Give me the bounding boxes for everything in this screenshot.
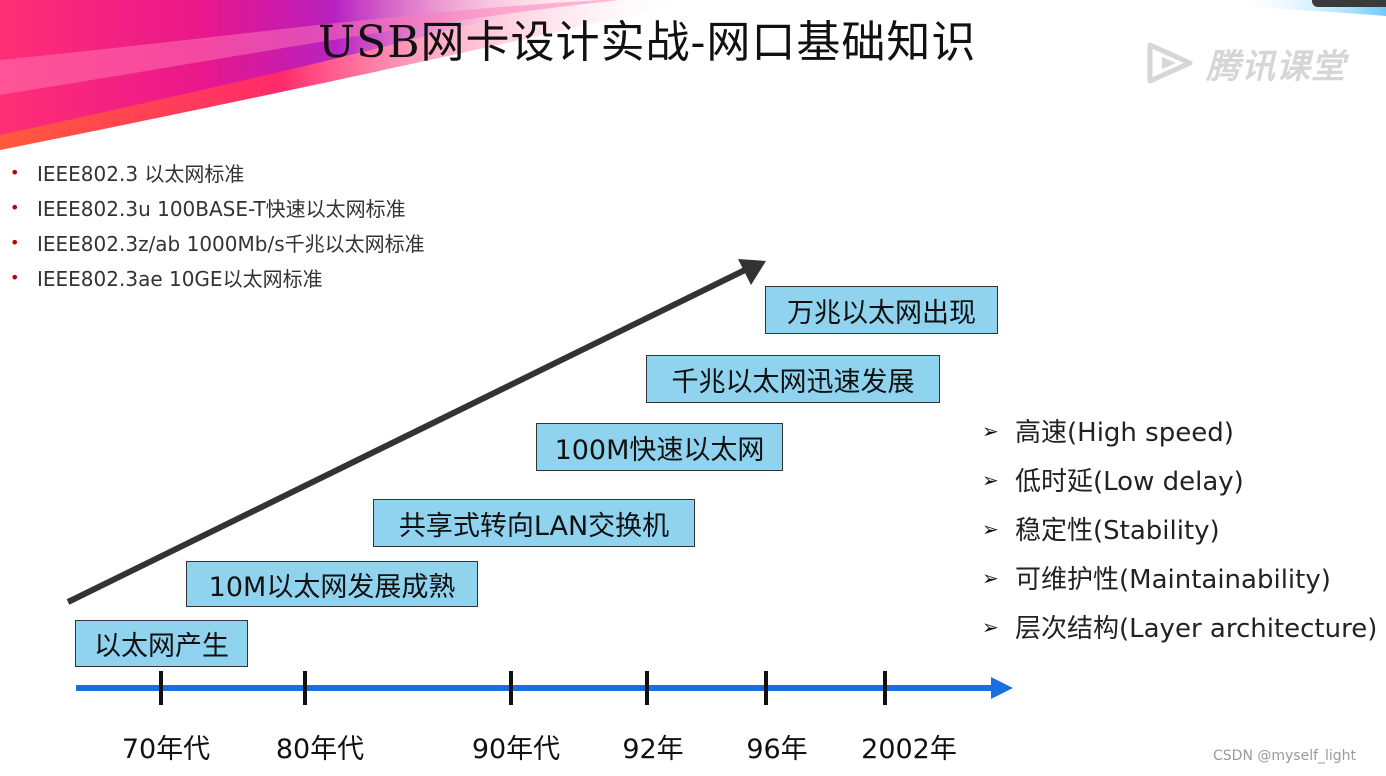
standard-label: IEEE802.3ae 10GE以太网标准 [37, 267, 323, 291]
arrow-bullet-icon: ➢ [982, 516, 999, 541]
stage-box: 万兆以太网出现 [765, 286, 998, 334]
watermark-text: 腾讯课堂 [1206, 46, 1346, 87]
trend-arrow-line [66, 267, 747, 605]
stage-box: 以太网产生 [75, 620, 248, 667]
list-item: ➢ 稳定性(Stability) [982, 504, 1377, 553]
arrow-bullet-icon: ➢ [982, 614, 999, 639]
header-swoosh [0, 0, 1386, 150]
arrow-bullet-icon: ➢ [982, 467, 999, 492]
timeline-arrow-head [991, 677, 1013, 699]
era-label: 2002年 [861, 734, 957, 765]
watermark: 腾讯课堂 [1142, 38, 1346, 88]
features-list: ➢ 高速(High speed) ➢ 低时延(Low delay) ➢ 稳定性(Sta… [982, 406, 1377, 651]
era-label: 96年 [746, 734, 808, 765]
arrow-bullet-icon: ➢ [982, 418, 999, 443]
stage-box: 100M快速以太网 [536, 423, 783, 471]
feature-label: 高速(High speed) [1015, 418, 1234, 448]
bullet-dot-icon: • [10, 198, 20, 217]
trend-arrow-head [738, 259, 766, 285]
standards-list: • IEEE802.3 以太网标准 • IEEE802.3u 100BASE-T快速… [10, 155, 425, 295]
era-label: 70年代 [121, 734, 211, 765]
feature-label: 层次结构(Layer architecture) [1015, 614, 1378, 644]
stage-box: 千兆以太网迅速发展 [646, 355, 940, 403]
bullet-dot-icon: • [10, 233, 20, 252]
list-item: • IEEE802.3z/ab 1000Mb/s千兆以太网标准 [10, 225, 425, 260]
feature-label: 稳定性(Stability) [1015, 516, 1220, 546]
stage-box: 10M以太网发展成熟 [186, 561, 478, 607]
list-item: • IEEE802.3u 100BASE-T快速以太网标准 [10, 190, 425, 225]
slide-title: USB网卡设计实战-网口基础知识 [318, 17, 977, 68]
list-item: ➢ 可维护性(Maintainability) [982, 553, 1377, 602]
era-label: 90年代 [471, 734, 561, 765]
feature-label: 可维护性(Maintainability) [1015, 565, 1331, 595]
list-item: • IEEE802.3 以太网标准 [10, 155, 425, 190]
standard-label: IEEE802.3 以太网标准 [37, 162, 245, 186]
stage-box: 共享式转向LAN交换机 [373, 499, 695, 547]
window-corner-tab [1312, 0, 1386, 7]
era-label: 80年代 [275, 734, 365, 765]
standard-label: IEEE802.3z/ab 1000Mb/s千兆以太网标准 [37, 232, 425, 256]
standard-label: IEEE802.3u 100BASE-T快速以太网标准 [37, 197, 406, 221]
feature-label: 低时延(Low delay) [1015, 467, 1244, 497]
arrow-bullet-icon: ➢ [982, 565, 999, 590]
list-item: • IEEE802.3ae 10GE以太网标准 [10, 260, 425, 295]
play-logo-icon [1147, 42, 1193, 84]
bullet-dot-icon: • [10, 268, 20, 287]
bullet-dot-icon: • [10, 163, 20, 182]
credit-text: CSDN @myself_light [1213, 748, 1357, 764]
list-item: ➢ 低时延(Low delay) [982, 455, 1377, 504]
era-label: 92年 [622, 734, 684, 765]
list-item: ➢ 高速(High speed) [982, 406, 1377, 455]
list-item: ➢ 层次结构(Layer architecture) [982, 602, 1377, 651]
